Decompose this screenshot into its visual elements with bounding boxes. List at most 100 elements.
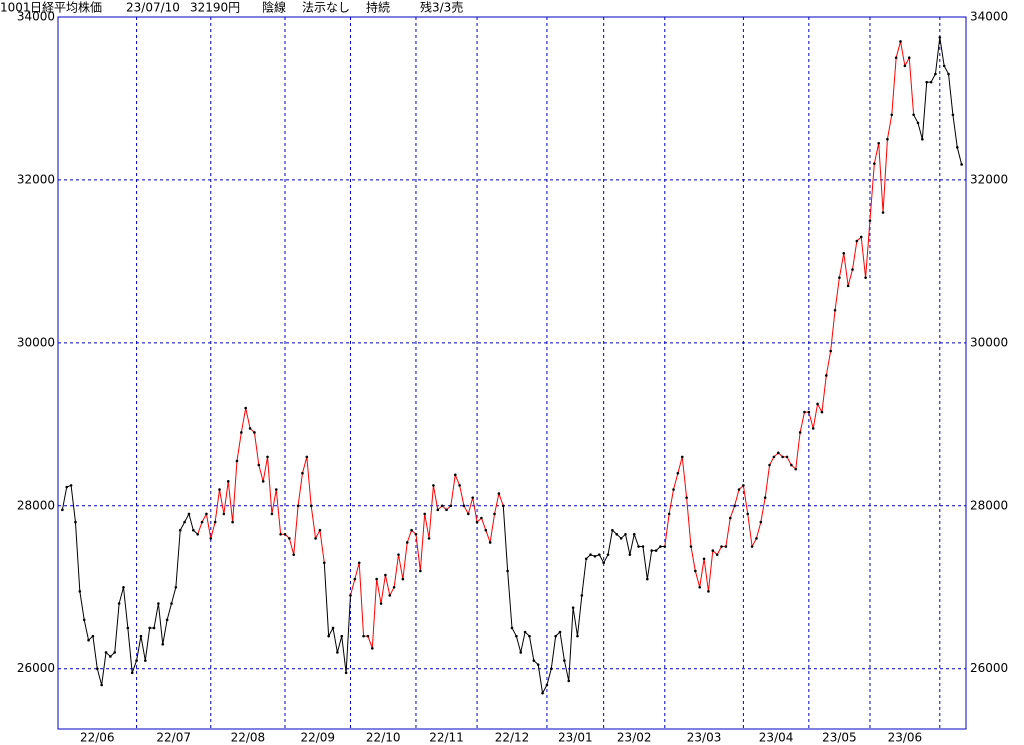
header-field: 23/07/10	[126, 1, 180, 15]
price-dot	[148, 626, 151, 630]
price-dot	[314, 537, 317, 540]
price-dot	[641, 545, 645, 548]
price-dot	[838, 276, 841, 279]
y-tick-label-right: 26000	[970, 661, 1008, 675]
x-tick-label: 23/05	[822, 731, 857, 745]
price-dot	[248, 427, 252, 430]
price-dot	[375, 577, 378, 581]
price-dot	[532, 659, 536, 662]
price-dot	[899, 40, 902, 43]
price-dot	[309, 504, 313, 508]
price-dot	[200, 520, 204, 524]
price-dot	[74, 520, 77, 524]
price-dot	[742, 484, 745, 487]
price-dot	[619, 537, 623, 540]
price-dot	[650, 549, 653, 552]
price-dot	[366, 634, 370, 638]
price-dot	[763, 496, 767, 499]
price-dot	[353, 577, 357, 581]
price-dot	[746, 512, 750, 516]
price-dot	[811, 427, 815, 430]
price-dot	[506, 569, 509, 573]
price-dot	[117, 602, 121, 605]
price-dot	[698, 585, 702, 589]
price-dot	[113, 651, 117, 654]
price-dot	[196, 532, 199, 536]
price-dot	[226, 480, 230, 483]
price-dot	[846, 284, 850, 288]
x-tick-label: 22/07	[156, 731, 191, 745]
price-dot	[384, 573, 387, 577]
price-dot	[462, 504, 466, 508]
price-dot	[371, 647, 374, 650]
price-dot	[445, 508, 448, 512]
price-dot	[161, 642, 165, 646]
price-dot	[440, 504, 444, 508]
price-dot	[183, 520, 186, 524]
price-line	[61, 37, 963, 695]
price-dot	[414, 532, 418, 536]
price-dot	[240, 431, 243, 434]
price-dot	[554, 634, 557, 638]
price-dot	[942, 64, 946, 68]
price-dot	[458, 484, 461, 487]
price-dot	[235, 459, 239, 463]
price-dot	[261, 480, 265, 483]
price-dot	[410, 528, 413, 532]
price-dot	[61, 508, 64, 512]
header-field: 法示なし	[302, 1, 350, 15]
price-dot	[951, 113, 955, 117]
price-dot	[877, 141, 880, 145]
price-dot	[274, 488, 278, 491]
x-tick-label: 22/06	[80, 731, 115, 745]
price-dot	[912, 113, 915, 117]
price-dot	[218, 488, 221, 491]
x-tick-label: 23/03	[687, 731, 722, 745]
price-dot	[192, 528, 195, 532]
price-dot	[759, 520, 763, 524]
price-dot	[646, 577, 649, 581]
price-dot	[549, 667, 553, 671]
price-dot	[593, 554, 597, 558]
price-dot	[580, 594, 584, 597]
y-tick-label-right: 30000	[970, 335, 1008, 349]
price-dot	[292, 553, 296, 556]
price-dot	[624, 532, 627, 536]
price-dot	[825, 374, 828, 377]
price-dot	[340, 634, 344, 638]
price-dot	[174, 585, 178, 589]
price-dot	[755, 537, 758, 540]
x-tick-label: 22/09	[300, 731, 335, 745]
price-dot	[144, 659, 147, 662]
y-tick-label-right: 32000	[970, 172, 1008, 186]
y-tick-label: 32000	[17, 172, 55, 186]
price-dot	[213, 520, 217, 524]
price-dot	[589, 553, 592, 556]
price-dot	[266, 455, 269, 459]
price-dot	[925, 80, 929, 84]
price-dot	[305, 455, 309, 459]
price-dot	[685, 496, 688, 499]
price-dot	[868, 219, 872, 222]
price-dot	[423, 512, 426, 516]
price-dot	[467, 512, 470, 516]
price-dot	[680, 455, 684, 459]
price-dot	[750, 545, 754, 548]
price-dot	[231, 520, 234, 524]
price-dot	[545, 683, 549, 687]
price-dot	[480, 516, 483, 520]
price-dot	[881, 211, 885, 214]
price-dot	[558, 630, 562, 634]
price-dot	[397, 553, 400, 556]
x-tick-label: 23/06	[888, 731, 923, 745]
price-dot	[711, 549, 715, 552]
price-dot	[584, 557, 588, 561]
y-tick-label: 28000	[17, 498, 55, 512]
price-dot	[689, 545, 693, 548]
price-dot	[209, 537, 213, 540]
price-dot	[855, 239, 859, 243]
price-dot	[864, 276, 867, 279]
price-dot	[667, 512, 671, 516]
price-dot	[357, 561, 361, 565]
price-dot	[794, 467, 798, 471]
